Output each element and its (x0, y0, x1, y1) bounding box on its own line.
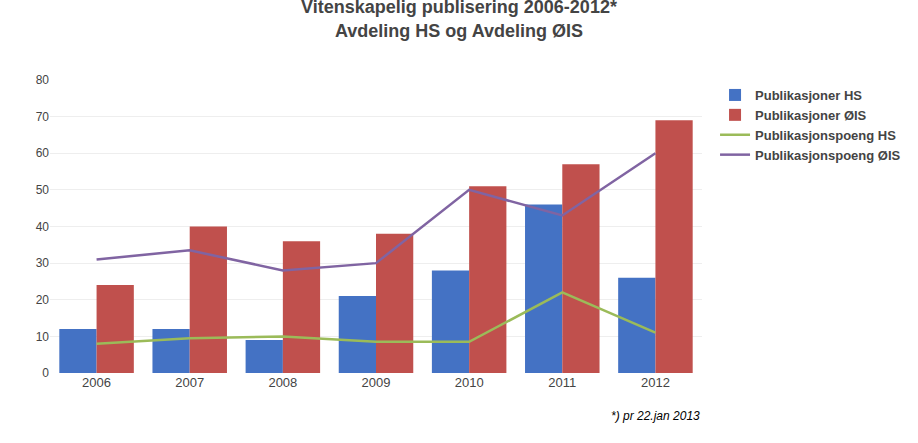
svg-text:2007: 2007 (175, 375, 204, 390)
svg-text:2010: 2010 (455, 375, 484, 390)
svg-text:10: 10 (36, 330, 50, 344)
svg-text:60: 60 (36, 146, 50, 160)
svg-text:Vitenskapelig publisering 2006: Vitenskapelig publisering 2006-2012*Avde… (301, 0, 617, 41)
svg-text:2006: 2006 (82, 375, 111, 390)
svg-text:2009: 2009 (362, 375, 391, 390)
svg-text:50: 50 (36, 183, 50, 197)
svg-text:40: 40 (36, 220, 50, 234)
svg-text:2012: 2012 (641, 375, 670, 390)
svg-text:80: 80 (36, 73, 50, 87)
svg-text:2011: 2011 (548, 375, 576, 390)
svg-text:70: 70 (36, 110, 50, 124)
svg-text:Publikasjoner ØIS: Publikasjoner ØIS (755, 108, 867, 123)
svg-text:Publikasjoner HS: Publikasjoner HS (755, 88, 862, 103)
svg-text:Publikasjonspoeng ØIS: Publikasjonspoeng ØIS (755, 148, 901, 163)
svg-text:20: 20 (36, 293, 50, 307)
svg-text:Publikasjonspoeng HS: Publikasjonspoeng HS (755, 128, 896, 143)
svg-text:0: 0 (42, 366, 49, 380)
svg-text:2008: 2008 (268, 375, 297, 390)
svg-text:*) pr 22.jan 2013: *) pr 22.jan 2013 (611, 409, 700, 423)
svg-text:30: 30 (36, 256, 50, 270)
